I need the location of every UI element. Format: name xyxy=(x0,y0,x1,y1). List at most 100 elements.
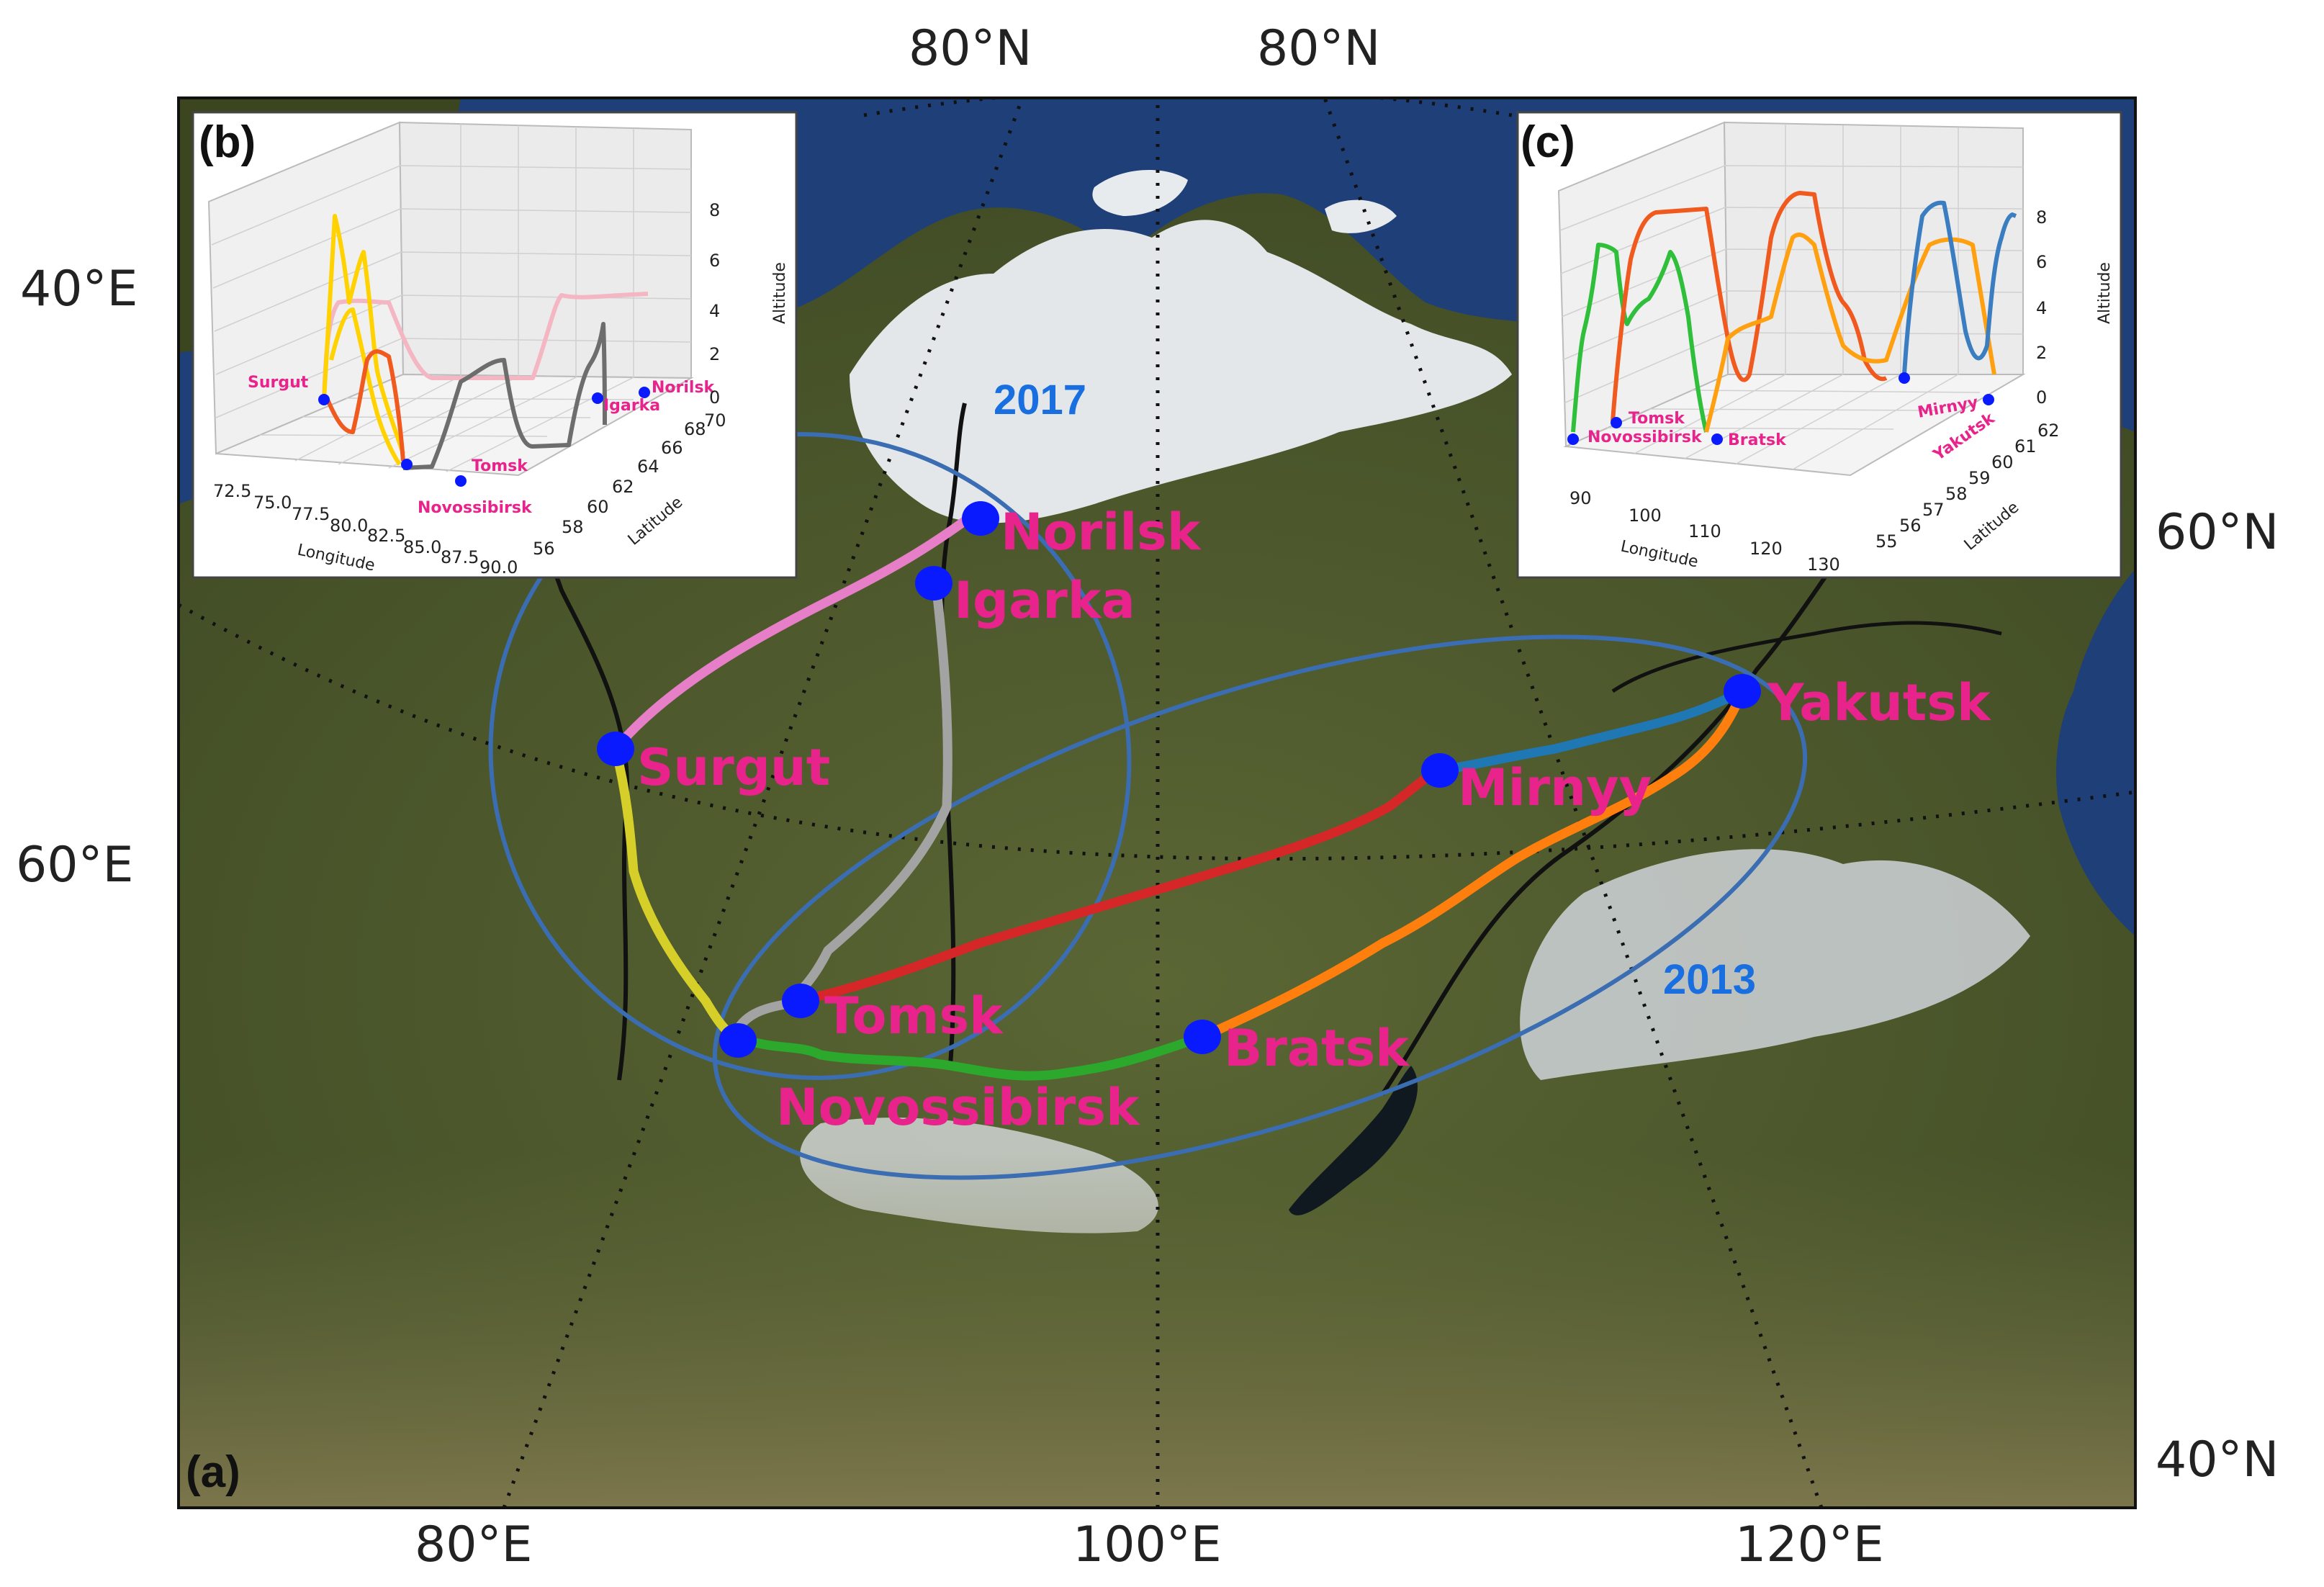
inset-b-ztick-2: 2 xyxy=(709,344,720,364)
inset-b-label-tomsk: Tomsk xyxy=(472,457,528,475)
city-label-tomsk: Tomsk xyxy=(824,986,1004,1046)
leg-igarka-novossibirsk xyxy=(729,578,952,1042)
year-label-2017: 2017 xyxy=(994,377,1086,423)
bottom-lon-label-100: 100°E xyxy=(1073,1516,1222,1573)
ellipse-2013 xyxy=(712,634,1808,1180)
inset-b-trace-yellow xyxy=(322,214,405,454)
arctic-island-2 xyxy=(1325,199,1397,233)
inset-b-z-axis-label: Altitude xyxy=(771,262,789,324)
inset-c-ytick-4: 59 xyxy=(1968,468,1991,488)
inset-c-marker-mirnyy xyxy=(1899,372,1910,384)
inset-c-marker-bratsk xyxy=(1711,433,1723,445)
inset-b-xtick-1: 75.0 xyxy=(253,493,292,513)
inset-c-ztick-0: 0 xyxy=(2036,387,2047,408)
inset-b-label-surgut: Surgut xyxy=(248,374,309,392)
inset-b-marker-novossibirsk xyxy=(401,459,413,470)
inset-c-ytick-6: 61 xyxy=(2014,436,2037,457)
inset-c-marker-novossibirsk xyxy=(1567,433,1579,445)
inset-c-ytick-5: 60 xyxy=(1991,452,2014,472)
city-label-bratsk: Bratsk xyxy=(1224,1019,1410,1078)
inset-c-xtick-3: 120 xyxy=(1749,539,1783,559)
inset-c-ytick-3: 58 xyxy=(1945,484,1968,504)
bottom-lon-label-120: 120°E xyxy=(1735,1516,1884,1573)
leg-novossibirsk-bratsk xyxy=(729,1032,1207,1081)
inset-c-trace-orange xyxy=(1704,232,1996,433)
inset-c-label-novossibirsk: Novossibirsk xyxy=(1587,428,1703,446)
taymyr-snow xyxy=(850,220,1512,523)
city-label-mirnyy: Mirnyy xyxy=(1458,758,1652,817)
steppe-tint xyxy=(179,1152,2135,1508)
inset-c-ztick-8: 8 xyxy=(2036,207,2047,228)
inset-b-ytick-7: 70 xyxy=(704,410,726,431)
inset-c-xtick-2: 110 xyxy=(1688,521,1721,541)
left-lon-label-40: 40°E xyxy=(20,261,138,318)
inset-b-xtick-0: 72.5 xyxy=(213,481,251,501)
city-label-igarka: Igarka xyxy=(954,571,1135,630)
inset-c-trace-green xyxy=(1571,243,1708,433)
flight-legs xyxy=(611,513,1747,1081)
inset-b-xtick-7: 90.0 xyxy=(479,557,518,577)
inset-b-xtick-6: 87.5 xyxy=(441,547,479,567)
leg-tomsk-mirnyy xyxy=(794,765,1445,1006)
inset-c-ztick-2: 2 xyxy=(2036,343,2047,363)
city-label-surgut: Surgut xyxy=(637,738,830,797)
left-lon-label-60: 60°E xyxy=(16,837,134,894)
inset-c-ytick-1: 56 xyxy=(1899,516,1922,536)
inset-c-marker-yakutsk xyxy=(1983,394,1994,405)
marker-igarka xyxy=(915,566,952,601)
inset-b-ytick-6: 68 xyxy=(684,419,706,439)
inset-b-xtick-2: 77.5 xyxy=(292,504,330,524)
inset-c-marker-tomsk xyxy=(1611,417,1622,428)
inset-c-z-axis-label: Altitude xyxy=(2096,262,2114,324)
inset-c-xtick-1: 100 xyxy=(1629,505,1662,526)
inset-c-ytick-2: 57 xyxy=(1922,500,1945,520)
leg-surgut-norilsk xyxy=(611,513,973,754)
right-lat-label-60: 60°N xyxy=(2156,504,2279,561)
city-label-yakutsk: Yakutsk xyxy=(1767,673,1991,732)
inset-c-ytick-0: 55 xyxy=(1875,531,1898,552)
inset-b-ytick-5: 66 xyxy=(661,438,683,458)
inset-c-label-bratsk: Bratsk xyxy=(1728,431,1787,449)
top-lat-label-1: 80°N xyxy=(909,20,1032,77)
marker-yakutsk xyxy=(1724,674,1761,709)
marker-mirnyy xyxy=(1421,753,1459,788)
city-label-norilsk: Norilsk xyxy=(1001,503,1202,562)
leg-surgut-novossibirsk xyxy=(611,744,739,1042)
inset-c-ztick-4: 4 xyxy=(2036,298,2047,318)
inset-c-ytick-7: 62 xyxy=(2037,421,2060,441)
arctic-island xyxy=(1092,170,1188,216)
inset-b-trace-yellow-2 xyxy=(329,307,402,466)
inset-b-trace-orange xyxy=(325,349,405,462)
panel-tag-c: (c) xyxy=(1521,117,1575,167)
inset-b-ytick-4: 64 xyxy=(637,457,659,477)
inset-b-marker-surgut xyxy=(318,394,330,405)
inset-c-trace-red xyxy=(1611,191,1888,422)
bottom-lon-label-80: 80°E xyxy=(415,1516,533,1573)
inset-b: Surgut Tomsk Novossibirsk Igarka Norilsk… xyxy=(192,111,798,579)
marker-norilsk xyxy=(962,501,999,536)
inset-b-label-norilsk: Norilsk xyxy=(652,379,716,397)
east-snow xyxy=(1520,849,2030,1080)
inset-b-xtick-3: 80.0 xyxy=(330,516,368,536)
marker-tomsk xyxy=(782,984,819,1018)
inset-b-marker-igarka xyxy=(592,392,603,404)
graticule xyxy=(179,98,2135,1508)
inset-b-ztick-8: 8 xyxy=(709,200,720,220)
panel-tag-b: (b) xyxy=(199,117,256,167)
marker-novossibirsk xyxy=(719,1023,757,1058)
inset-b-ytick-1: 58 xyxy=(562,517,584,537)
marker-bratsk xyxy=(1184,1020,1221,1054)
river-east xyxy=(1611,621,2002,693)
inset-c-xtick-4: 130 xyxy=(1807,554,1840,575)
inset-b-ytick-0: 56 xyxy=(533,539,555,559)
inset-b-trace-pink xyxy=(322,292,649,400)
city-label-novossibirsk: Novossibirsk xyxy=(776,1078,1140,1137)
inset-b-marker-norilsk xyxy=(639,387,650,398)
lake-baikal xyxy=(1289,1066,1418,1215)
top-lat-label-2: 80°N xyxy=(1257,20,1381,77)
leg-mirnyy-yakutsk xyxy=(1435,686,1747,775)
river-lena xyxy=(1380,488,1888,1096)
city-markers xyxy=(597,501,1761,1058)
inset-b-xtick-4: 82.5 xyxy=(367,526,405,546)
